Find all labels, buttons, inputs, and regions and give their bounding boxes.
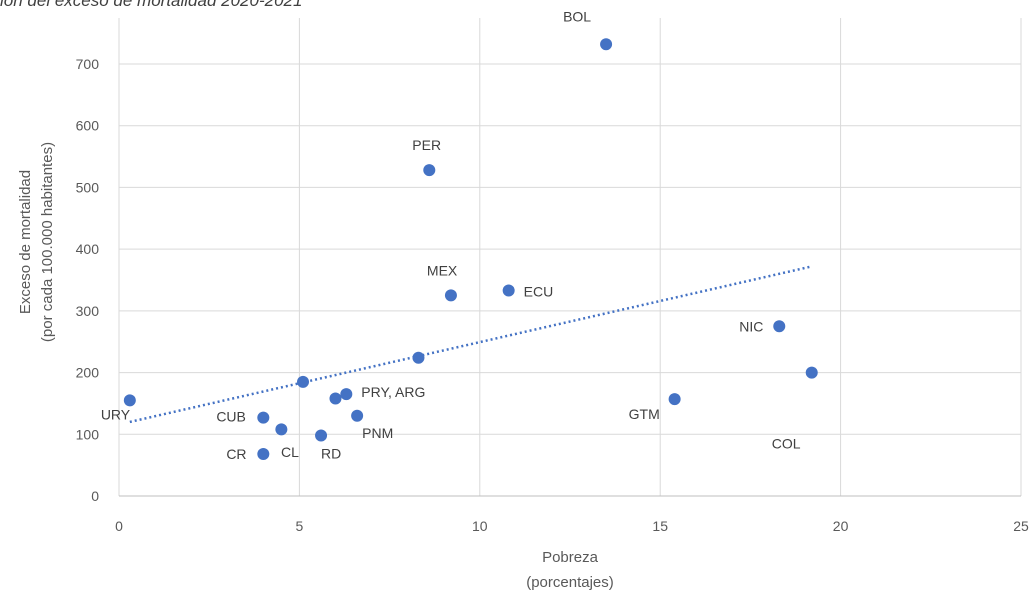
x-axis-title-line2: (porcentajes) xyxy=(526,574,614,591)
point-label: URY xyxy=(101,406,131,422)
y-axis-title-line1: Exceso de mortalidad xyxy=(17,170,34,314)
point-label: GTM xyxy=(629,406,660,422)
data-points xyxy=(123,38,818,461)
y-tick-label: 200 xyxy=(76,365,100,381)
data-point xyxy=(502,284,515,297)
grid xyxy=(118,18,1022,497)
y-tick-label: 700 xyxy=(76,56,100,72)
trendline xyxy=(129,265,813,424)
x-tick-label: 20 xyxy=(833,518,849,534)
point-label: PNM xyxy=(362,425,393,441)
data-point xyxy=(600,38,613,51)
point-label: PER xyxy=(412,137,441,153)
data-point xyxy=(773,320,786,333)
data-point xyxy=(257,411,270,424)
point-label: NIC xyxy=(739,318,763,334)
data-point xyxy=(668,393,681,406)
data-point xyxy=(412,351,425,364)
y-tick-label: 100 xyxy=(76,426,100,442)
data-point xyxy=(444,289,457,302)
data-point xyxy=(257,448,270,461)
y-tick-label: 600 xyxy=(76,118,100,134)
y-tick-label: 400 xyxy=(76,241,100,257)
data-point xyxy=(275,423,288,436)
chart-title: ión del exceso de mortalidad 2020-2021 xyxy=(0,0,303,10)
tick-labels: 0 5 10 15 20 25 0 100 200 300 400 500 600 700 xyxy=(76,56,1029,534)
data-point xyxy=(315,429,328,442)
x-tick-label: 5 xyxy=(296,518,304,534)
point-label: BOL xyxy=(563,8,591,24)
data-point xyxy=(329,392,342,405)
data-point xyxy=(340,388,353,401)
point-label: RD xyxy=(321,446,341,462)
x-tick-label: 10 xyxy=(472,518,488,534)
x-tick-label: 15 xyxy=(652,518,668,534)
point-label: CUB xyxy=(216,409,246,425)
y-tick-label: 500 xyxy=(76,179,100,195)
x-tick-label: 25 xyxy=(1013,518,1029,534)
point-label: MEX xyxy=(427,262,458,278)
point-label: CL xyxy=(281,444,299,460)
x-axis-title-line1: Pobreza xyxy=(542,549,599,566)
data-point xyxy=(423,164,436,177)
y-tick-label: 300 xyxy=(76,303,100,319)
point-label: ECU xyxy=(524,283,554,299)
data-point xyxy=(805,366,818,379)
data-point xyxy=(351,409,364,422)
y-axis-title-line2: (por cada 100.000 habitantes) xyxy=(39,142,56,342)
data-point xyxy=(297,375,310,388)
y-tick-label: 0 xyxy=(91,488,99,504)
point-label: COL xyxy=(772,436,801,452)
x-tick-label: 0 xyxy=(115,518,123,534)
point-labels: URY CUB CR CL RD PRY, ARG PNM PER MEX ECU BOL GTM NI… xyxy=(101,8,801,462)
point-label: CR xyxy=(226,446,246,462)
data-point xyxy=(123,394,136,407)
point-label: PRY, ARG xyxy=(361,384,425,400)
